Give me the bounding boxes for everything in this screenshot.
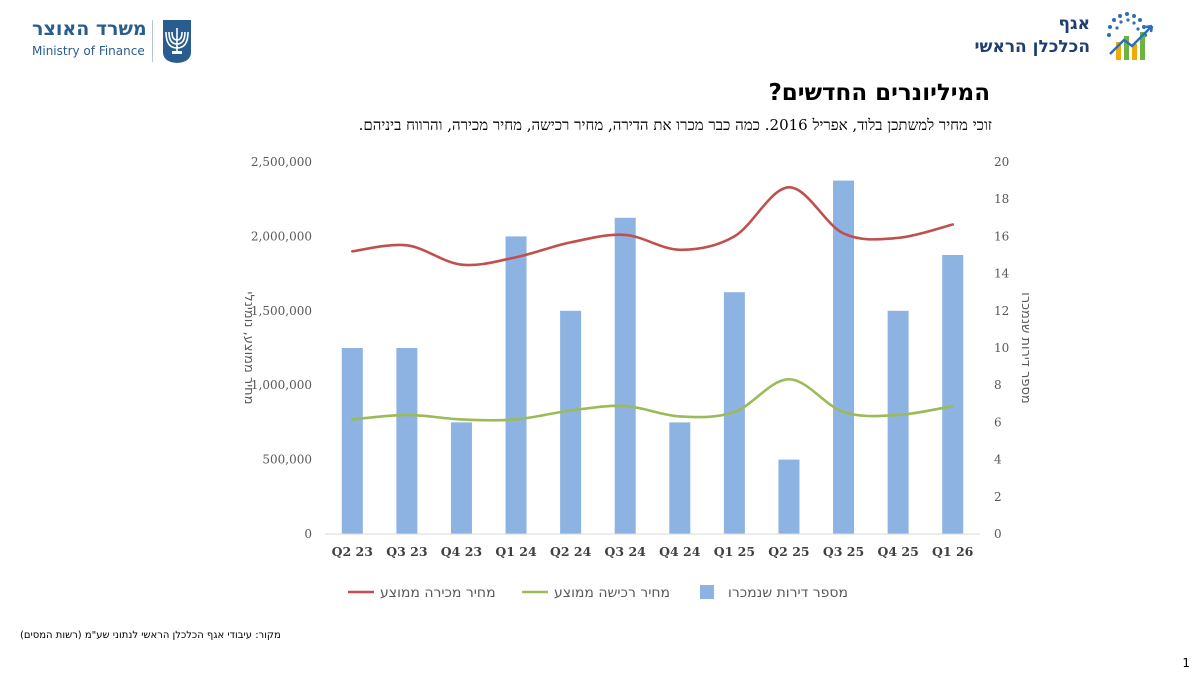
chart-legend: מחיר מכירה ממוצע מחיר רכישה ממוצע מספר דיר… [348,585,848,601]
right-tick-label: 16 [994,229,1009,243]
slide-title: המיליונרים החדשים? [768,80,990,106]
sale-price-line [350,185,955,267]
chief-economist-line2: הכלכלן הראשי [974,37,1090,57]
lines-layer [350,185,955,422]
category-label: Q3 23 [386,544,427,559]
category-label: Q4 25 [877,544,918,559]
right-tick-label: 6 [994,415,1002,429]
left-tick-label: 500,000 [262,453,312,467]
growth-chart-icon [1107,12,1154,60]
right-axis-title: מספר דירות שנמכרו [1018,292,1033,403]
category-label: Q2 25 [768,544,809,559]
source-note: מקור: עיבודי אגף הכלכלן הראשי לנתוני שע"… [20,630,281,641]
slide-subtitle: זוכי מחיר למשתכן בלוד, אפריל 2016. כמה כ… [358,116,992,134]
left-tick-label: 0 [304,527,312,541]
right-tick-label: 8 [994,378,1002,392]
logo-divider [152,20,153,62]
left-tick-label: 1,000,000 [251,378,312,392]
bar-q1-26 [942,255,964,534]
left-tick-label: 2,500,000 [251,155,312,169]
left-axis-title: מחיר ממוצע, נומינלי [241,291,256,404]
bar-q2-23 [341,348,363,534]
category-label: Q3 24 [605,544,647,559]
category-label: Q3 25 [823,544,864,559]
mof-english-name: Ministry of Finance [32,44,145,58]
purchase-price-line [350,377,955,422]
menorah-emblem-icon [163,20,191,63]
category-label: Q1 24 [495,544,537,559]
left-tick-label: 2,000,000 [251,229,312,243]
legend-units-sold-label: מספר דירות שנמכרו [728,585,848,601]
category-label: Q2 24 [550,544,592,559]
bar-q1-24 [505,236,527,534]
bar-q3-23 [396,348,418,534]
right-tick-label: 20 [994,155,1009,169]
category-label: Q4 23 [441,544,482,559]
bar-q2-24 [560,310,582,534]
legend-units-sold-swatch [700,585,714,599]
axes-layer: 0 500,000 1,000,000 1,500,000 2,000,000 2,500… [241,155,1033,559]
category-label: Q1 25 [714,544,755,559]
mof-hebrew-name: משרד האוצר [32,18,147,40]
category-label: Q1 26 [932,544,974,559]
chief-economist-line1: אגף [1058,14,1090,34]
right-tick-label: 4 [994,453,1002,467]
category-label: Q2 23 [332,544,373,559]
category-label: Q4 24 [659,544,701,559]
bars-layer [341,180,964,535]
legend-sale-price-label: מחיר מכירה ממוצע [380,585,496,601]
page-number: 1 [1182,656,1190,670]
right-tick-label: 2 [994,490,1002,504]
right-tick-label: 18 [994,192,1009,206]
right-tick-label: 12 [994,304,1009,318]
bar-q3-25 [833,180,855,534]
legend-purchase-price-label: מחיר רכישה ממוצע [554,585,670,601]
chief-economist-logo: אגף הכלכלן הראשי [950,10,1170,66]
right-tick-label: 10 [994,341,1009,355]
bar-q3-24 [614,217,636,535]
right-tick-label: 14 [994,267,1010,281]
bar-q4-24 [669,422,691,534]
right-tick-label: 0 [994,527,1002,541]
bar-q2-25 [778,459,800,534]
bar-q4-23 [450,422,472,534]
ministry-of-finance-logo: משרד האוצר Ministry of Finance [20,14,200,70]
bar-q4-25 [887,310,909,534]
left-tick-label: 1,500,000 [251,304,312,318]
